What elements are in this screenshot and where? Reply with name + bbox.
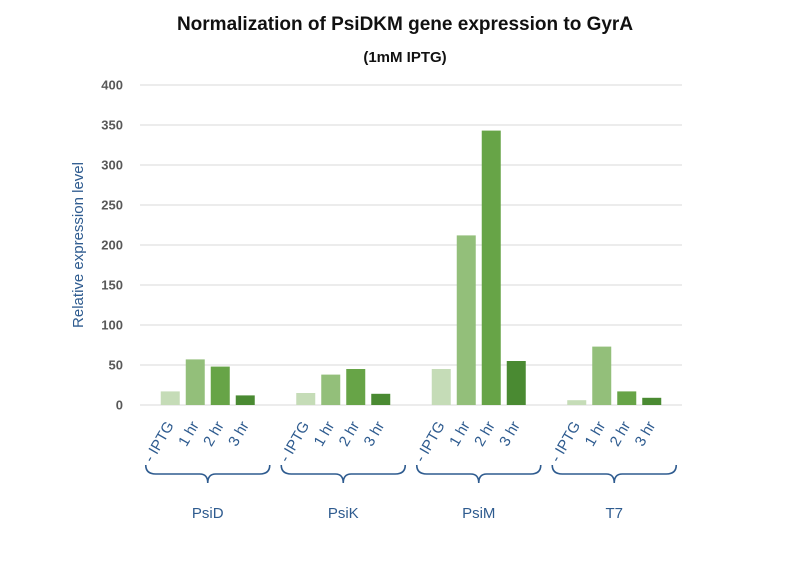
x-condition-label: 2 hr <box>336 419 364 450</box>
bar <box>617 391 637 405</box>
y-tick-label: 300 <box>101 158 123 173</box>
bar <box>160 391 180 405</box>
x-condition-label: 3 hr <box>632 419 660 450</box>
bar <box>346 369 366 405</box>
group-label: PsiK <box>328 505 359 522</box>
group-label: T7 <box>605 505 623 522</box>
y-tick-label: 400 <box>101 78 123 93</box>
group-braces <box>144 464 678 484</box>
bar <box>431 369 451 405</box>
x-condition-label: - IPTG <box>412 419 449 466</box>
group-label: PsiD <box>192 505 224 522</box>
bar <box>592 346 612 405</box>
x-condition-label: 3 hr <box>496 419 524 450</box>
x-condition-label: 3 hr <box>225 419 253 450</box>
y-tick-labels: 0 50 100 150 200 250 300 350 400 <box>101 78 123 413</box>
x-condition-label: 2 hr <box>607 419 635 450</box>
x-condition-label: 1 hr <box>446 419 474 450</box>
x-condition-label: - IPTG <box>547 419 584 466</box>
y-tick-label: 200 <box>101 238 123 253</box>
y-tick-label: 50 <box>109 358 123 373</box>
bar <box>210 366 230 405</box>
x-condition-label: 2 hr <box>471 419 499 450</box>
group-brace <box>144 464 271 484</box>
x-condition-label: 1 hr <box>175 419 203 450</box>
x-condition-label: 3 hr <box>361 419 389 450</box>
group-brace <box>280 464 407 484</box>
x-condition-label: - IPTG <box>141 419 178 466</box>
gridlines <box>140 84 682 406</box>
y-tick-label: 350 <box>101 118 123 133</box>
y-tick-label: 150 <box>101 278 123 293</box>
bar <box>321 374 341 405</box>
bar <box>185 359 205 405</box>
group-brace <box>551 464 678 484</box>
x-condition-label: 1 hr <box>311 419 339 450</box>
x-condition-label: - IPTG <box>276 419 313 466</box>
group-label: PsiM <box>462 505 495 522</box>
bar <box>456 235 476 405</box>
y-tick-label: 250 <box>101 198 123 213</box>
bar <box>567 400 587 405</box>
group-brace <box>415 464 542 484</box>
bar <box>296 393 316 405</box>
bar <box>481 130 501 405</box>
x-condition-label: 2 hr <box>200 419 228 450</box>
chart-title: Normalization of PsiDKM gene expression … <box>177 14 633 35</box>
bar <box>506 361 526 405</box>
y-tick-label: 0 <box>116 398 123 413</box>
y-axis-label: Relative expression level <box>70 162 87 328</box>
group-labels: PsiD PsiK PsiM T7 <box>192 505 623 522</box>
y-tick-label: 100 <box>101 318 123 333</box>
x-condition-label: 1 hr <box>582 419 610 450</box>
bar <box>371 393 391 405</box>
bars <box>160 130 662 405</box>
bar <box>642 397 662 405</box>
chart-subtitle: (1mM IPTG) <box>363 49 446 66</box>
bar <box>235 395 255 405</box>
